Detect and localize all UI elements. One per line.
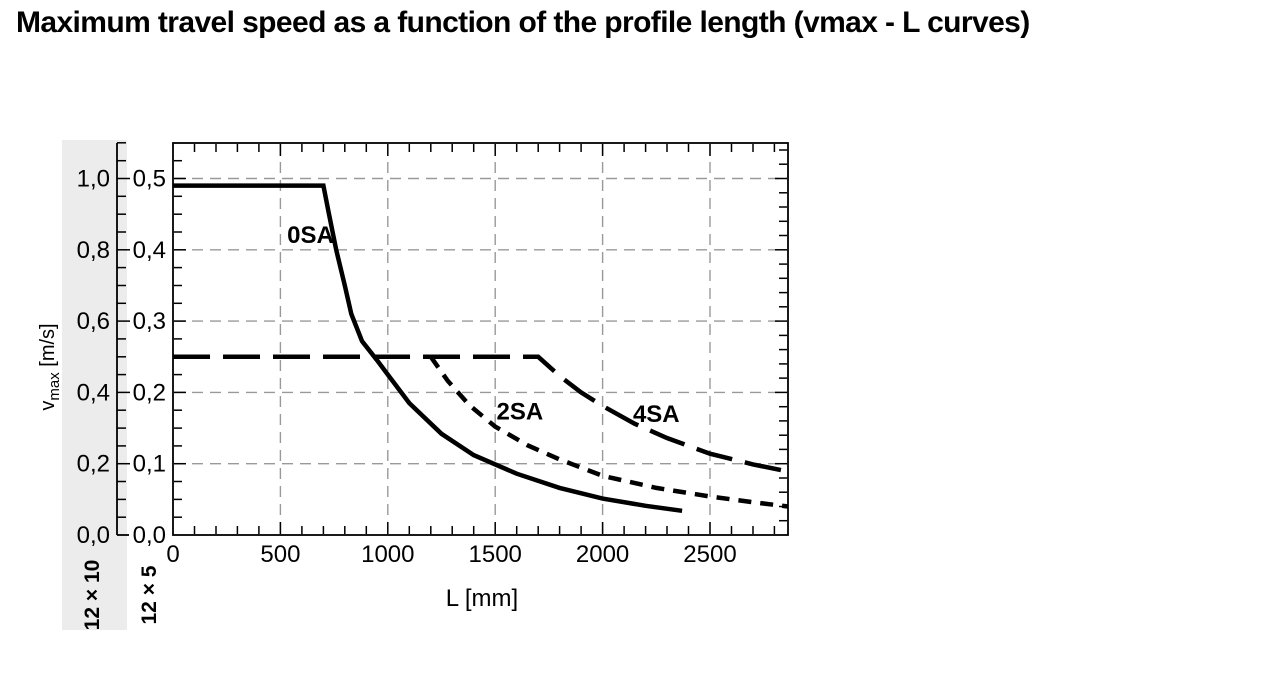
- y-axis-unit-label: vmax [m/s]: [37, 323, 63, 410]
- y-tick-label-12x10: 1,0: [77, 166, 110, 193]
- chart-render-root: 0 500 1000 1500 2000 2500 0,0 0,1 0,2 0,3 0,4 0,5 0,…: [62, 140, 789, 630]
- scale-label-12x10: 12 × 10: [81, 560, 104, 631]
- x-tick-label: 1500: [469, 541, 522, 568]
- scale-label-12x5: 12 × 5: [138, 565, 161, 624]
- y-tick-label-12x5: 0,5: [133, 166, 166, 193]
- y-unit-subscript: max: [46, 372, 63, 401]
- x-tick-label: 2500: [683, 541, 736, 568]
- y-tick-label-12x5: 0,0: [133, 522, 166, 549]
- y-tick-label-12x5: 0,4: [133, 237, 166, 264]
- y-tick-label-12x5: 0,2: [133, 379, 166, 406]
- curve-0sa: [173, 183, 683, 514]
- x-tick-label: 2000: [576, 541, 629, 568]
- y-tick-label-12x10: 0,6: [77, 308, 110, 335]
- curve-label-4sa: 4SA: [633, 401, 680, 428]
- plot-frame: [172, 142, 789, 536]
- y-tick-label-12x10: 0,8: [77, 237, 110, 264]
- curve-label-2sa: 2SA: [497, 399, 544, 426]
- y-unit-symbol: v: [37, 401, 59, 411]
- y-unit-units: [m/s]: [37, 323, 59, 372]
- page-title: Maximum travel speed as a function of th…: [16, 6, 1030, 39]
- y-tick-label-12x10: 0,0: [77, 522, 110, 549]
- curve-label-0sa: 0SA: [287, 222, 334, 249]
- y-tick-label-12x10: 0,4: [77, 379, 110, 406]
- y-tick-label-12x10: 0,2: [77, 451, 110, 478]
- x-axis-title: L [mm]: [446, 585, 518, 612]
- x-tick-label: 500: [260, 541, 300, 568]
- curve-2sa: [428, 355, 789, 509]
- x-tick-label: 1000: [361, 541, 414, 568]
- curve-4sa: [173, 354, 789, 474]
- y-tick-label-12x5: 0,3: [133, 308, 166, 335]
- y-tick-label-12x5: 0,1: [133, 451, 166, 478]
- x-tick-label: 0: [166, 541, 179, 568]
